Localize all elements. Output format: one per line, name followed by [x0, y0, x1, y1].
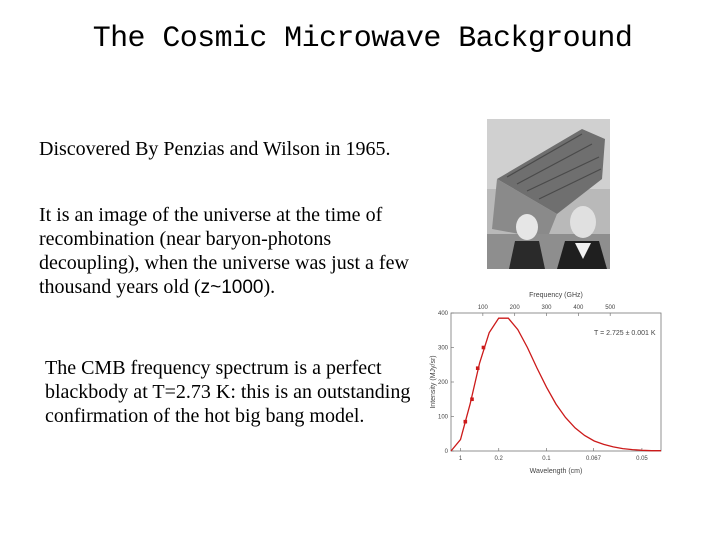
temperature-annotation: T = 2.725 ± 0.001 K	[594, 330, 656, 337]
blackbody-curve	[450, 317, 661, 452]
top-tick-label: 400	[573, 305, 584, 311]
spectrum-paragraph: The CMB frequency spectrum is a perfect …	[45, 357, 411, 427]
discovery-paragraph: Discovered By Penzias and Wilson in 1965…	[39, 138, 391, 160]
top-tick-label: 200	[510, 305, 521, 311]
redshift-value: z~1000	[200, 277, 264, 298]
y-tick-label: 300	[438, 346, 449, 352]
x-tick-label: 0.2	[495, 456, 504, 462]
x-axis-title: Wavelength (cm)	[530, 468, 583, 475]
y-tick-label: 0	[445, 449, 449, 455]
x-tick-label: 0.1	[542, 456, 551, 462]
top-tick-label: 500	[605, 305, 616, 311]
top-axis-title: Frequency (GHz)	[529, 292, 583, 299]
y-tick-label: 400	[438, 311, 449, 317]
data-point	[481, 345, 486, 350]
recombination-text-end: ).	[263, 276, 276, 298]
x-tick-label: 0.05	[636, 456, 648, 462]
penzias-wilson-photo	[487, 119, 610, 269]
top-tick-label: 100	[478, 305, 489, 311]
y-axis-title: Intensity (MJy/sr)	[430, 355, 437, 408]
data-point	[470, 397, 474, 402]
recombination-paragraph: It is an image of the universe at the ti…	[39, 203, 424, 300]
top-tick-label: 300	[542, 305, 553, 311]
x-tick-label: 1	[459, 456, 463, 462]
y-tick-label: 100	[438, 415, 449, 421]
slide-title: The Cosmic Microwave Background	[92, 22, 633, 56]
y-tick-label: 200	[438, 380, 449, 386]
data-point	[463, 419, 468, 424]
x-tick-label: 0.067	[586, 456, 602, 462]
cmb-spectrum-chart: Frequency (GHz) 100 200 300 400 500 0 100 200 3…	[426, 287, 672, 482]
recombination-text: It is an image of the universe at the ti…	[39, 204, 409, 298]
data-point	[475, 366, 480, 370]
